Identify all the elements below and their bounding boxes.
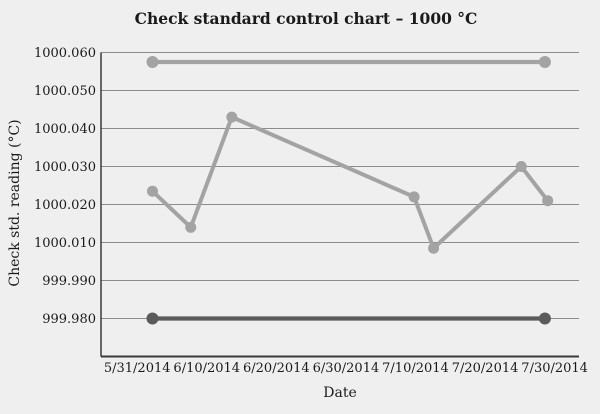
y-tick-label: 1000.010 [34,236,96,251]
y-tick-label: 999.980 [42,312,96,327]
check-standard-readings-marker [226,111,238,123]
x-tick-label: 5/31/2014 [104,361,171,376]
y-tick-label: 1000.050 [34,84,96,99]
chart-title: Check standard control chart – 1000 °C [135,9,478,28]
check-standard-readings-marker [428,242,440,254]
y-tick-label: 1000.020 [34,198,96,213]
y-tick-label: 1000.060 [34,46,96,61]
x-tick-label: 6/30/2014 [313,361,380,376]
plot-area: 1000.060 1000.050 1000.040 1000.030 1000.020… [34,46,588,376]
y-tick-label: 1000.040 [34,122,96,137]
check-standard-readings-marker [515,161,527,172]
y-tick-label: 999.990 [42,274,96,289]
lower-control-limit-marker [538,312,551,325]
check-standard-readings-marker [146,185,158,197]
lower-control-limit-marker [146,312,159,325]
x-tick-label: 7/20/2014 [452,361,519,376]
upper-control-limit-marker [538,56,551,68]
y-tick-label: 1000.030 [34,160,96,175]
x-tick-label: 6/10/2014 [173,361,240,376]
check-standard-readings-marker [185,221,197,233]
x-tick-label: 6/20/2014 [243,361,310,376]
check-standard-readings-line [151,114,550,252]
upper-control-limit-marker [146,56,159,68]
x-tick-label: 7/10/2014 [382,361,449,376]
x-axis-title: Date [323,385,356,401]
x-tick-label: 7/30/2014 [521,361,588,376]
check-standard-readings-marker [542,195,554,207]
y-axis-title: Check std. reading (°C) [7,119,23,286]
check-standard-readings-marker [408,191,420,203]
